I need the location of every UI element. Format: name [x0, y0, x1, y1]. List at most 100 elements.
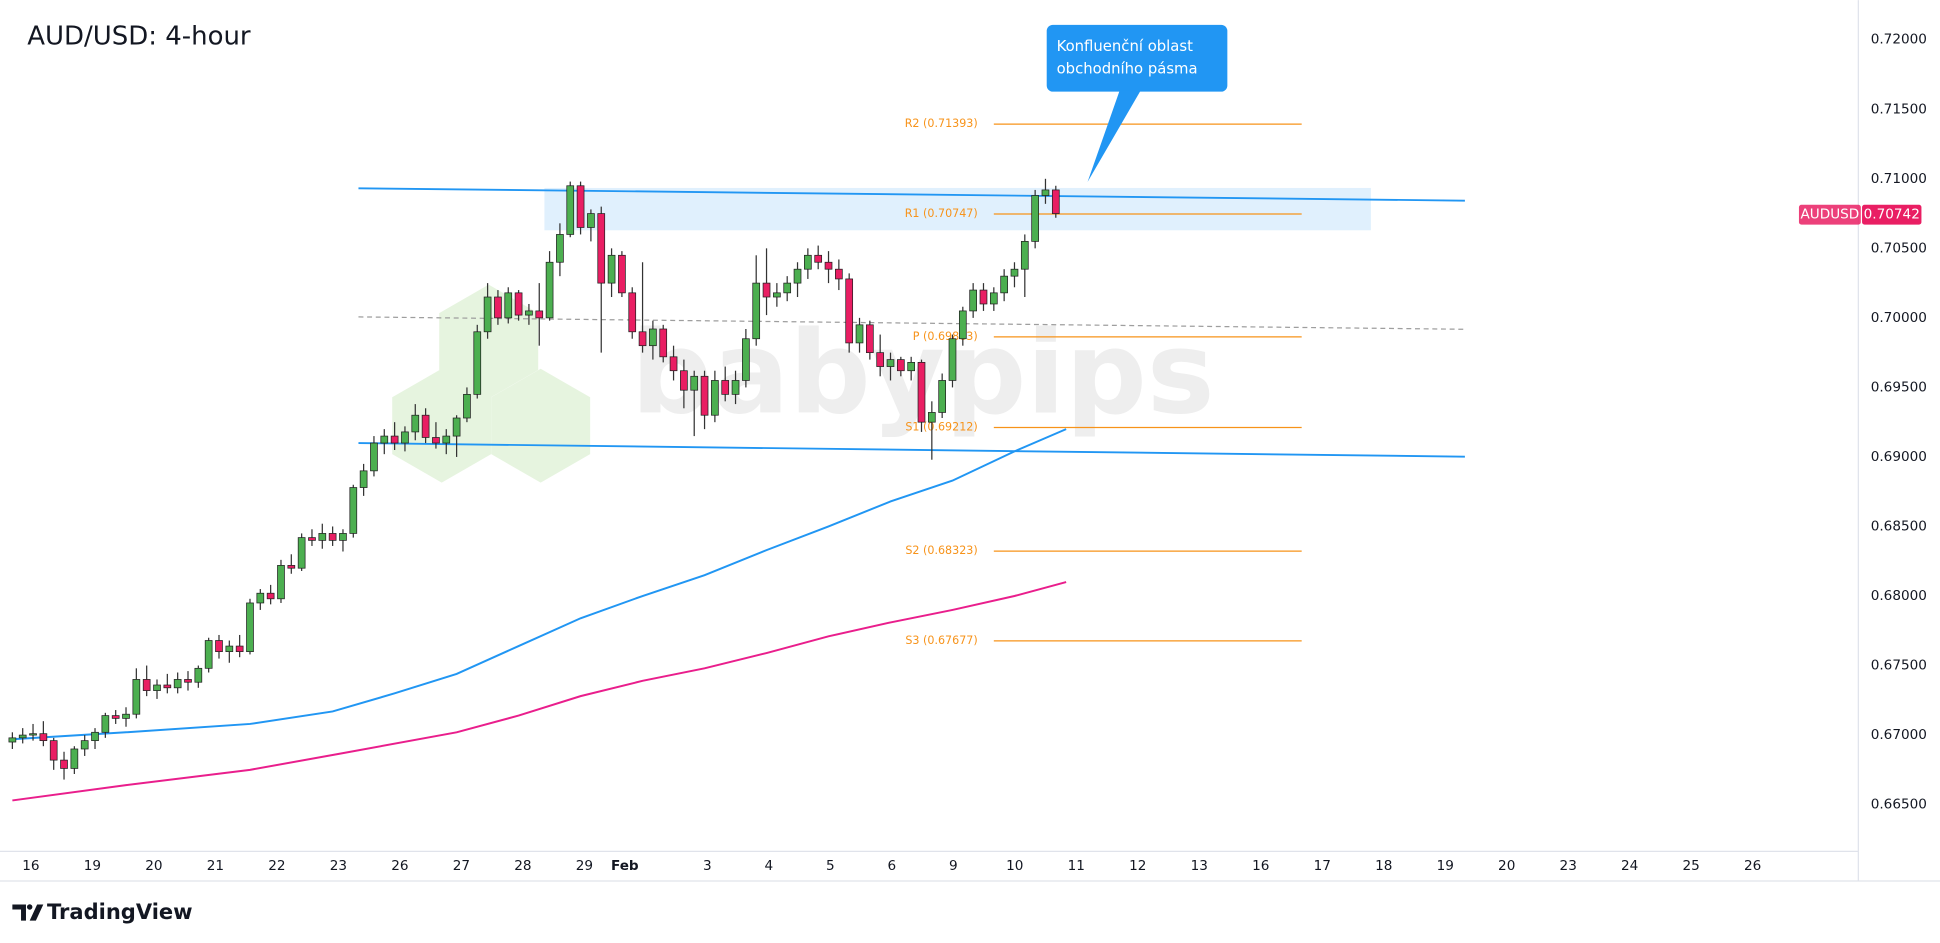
- candle-body: [649, 328, 657, 347]
- candle-body: [277, 565, 285, 600]
- candle-body: [1041, 189, 1050, 196]
- candle-body: [1031, 195, 1039, 242]
- x-tick-label: 10: [1006, 858, 1023, 874]
- candle-body: [638, 331, 647, 347]
- candle-body: [483, 296, 492, 333]
- candle-body: [907, 362, 916, 372]
- candle-body: [142, 679, 151, 691]
- candle-body: [328, 533, 337, 541]
- trendline: [358, 187, 1465, 202]
- candle-body: [752, 282, 761, 340]
- candle-body: [958, 310, 967, 340]
- candle-body: [132, 679, 141, 715]
- brand-logo: [12, 904, 44, 921]
- pivot-label: S1 (0.69212): [905, 420, 977, 433]
- candle-body: [256, 592, 265, 604]
- y-tick-label: 0.68500: [1871, 518, 1927, 534]
- candle-body: [421, 414, 430, 438]
- candle-body: [297, 537, 306, 569]
- y-tick-label: 0.67500: [1871, 658, 1927, 674]
- candle-body: [318, 533, 327, 541]
- candle-body: [494, 296, 502, 319]
- candle-body: [411, 414, 420, 433]
- candle-body: [731, 380, 740, 395]
- x-tick-label: 16: [1252, 858, 1269, 874]
- callout: Konfluenční oblast obchodního pásma: [1046, 24, 1228, 182]
- x-tick-label: 5: [826, 858, 835, 874]
- x-tick-label: 9: [949, 858, 958, 874]
- x-tick-label: 19: [1437, 858, 1454, 874]
- candle-body: [339, 533, 347, 541]
- candle-body: [804, 254, 812, 270]
- pivot-label: R2 (0.71393): [905, 117, 978, 130]
- callout-text: Konfluenční oblast: [1057, 38, 1194, 55]
- trendline: [358, 316, 1465, 330]
- candle-body: [91, 731, 99, 742]
- x-tick-label: 3: [703, 858, 712, 874]
- y-tick-label: 0.66500: [1871, 797, 1927, 813]
- x-tick-label: 23: [1560, 858, 1577, 874]
- candle-body: [948, 338, 957, 381]
- x-tick-label: 22: [268, 858, 285, 874]
- pivot-label: S3 (0.67677): [905, 634, 977, 647]
- x-tick-label: 28: [514, 858, 531, 874]
- x-tick-label: 19: [84, 858, 101, 874]
- candle-body: [514, 292, 523, 316]
- candle-body: [80, 740, 89, 750]
- x-tick-label: 24: [1621, 858, 1638, 874]
- candle-body: [876, 352, 885, 367]
- candle-body: [979, 289, 988, 305]
- x-tick-label: 11: [1068, 858, 1085, 874]
- watermark-hex: [491, 368, 591, 483]
- x-tick-label: Feb: [611, 858, 639, 874]
- candle-body: [711, 380, 719, 416]
- price-tag-value-bg: [1862, 204, 1922, 225]
- candle-body: [618, 254, 626, 294]
- y-tick-label: 0.71000: [1871, 171, 1927, 187]
- candle-body: [349, 487, 358, 534]
- candle-body: [225, 645, 234, 653]
- x-tick-label: 20: [145, 858, 162, 874]
- candle-body: [556, 234, 564, 263]
- brand-logo-dot: [26, 904, 33, 910]
- price-tag-value: 0.70742: [1864, 207, 1920, 223]
- candle-body: [70, 748, 79, 769]
- x-tick-label: 26: [1744, 858, 1761, 874]
- candle-body: [793, 268, 802, 284]
- candle-body: [287, 565, 296, 569]
- candle-body: [1010, 268, 1019, 277]
- callout-pointer: [1087, 90, 1141, 182]
- candle-body: [101, 715, 110, 733]
- y-tick-label: 0.70000: [1871, 310, 1927, 326]
- candle-body: [835, 268, 843, 280]
- candle-body: [535, 310, 544, 319]
- x-tick-label: 17: [1314, 858, 1331, 874]
- x-tick-label: 27: [453, 858, 470, 874]
- brand: TradingView: [12, 899, 193, 924]
- x-tick-label: 26: [391, 858, 408, 874]
- candle-body: [587, 213, 595, 228]
- candle-body: [194, 667, 203, 683]
- y-tick-label: 0.71500: [1871, 101, 1927, 117]
- moving-average: [12, 428, 1067, 741]
- candle-body: [215, 640, 223, 653]
- candle-body: [163, 684, 172, 689]
- plot: R2 (0.71393) R1 (0.70747) P (0.69863) S1 (0…: [8, 117, 1465, 802]
- candle-body: [927, 412, 936, 423]
- candle-body: [938, 380, 946, 413]
- candle-body: [18, 734, 27, 739]
- candle-body: [721, 380, 730, 395]
- chart-title: AUD/USD: 4-hour: [27, 22, 251, 52]
- trendline: [358, 442, 1465, 458]
- candle-body: [204, 640, 213, 669]
- candle-body: [566, 185, 575, 235]
- candle-body: [659, 328, 668, 358]
- candle-body: [504, 292, 513, 319]
- candle-body: [866, 324, 874, 354]
- candle-body: [576, 185, 585, 228]
- candle-body: [29, 733, 37, 736]
- candle-body: [628, 292, 637, 333]
- candle-body: [266, 592, 275, 600]
- x-tick-label: 20: [1498, 858, 1515, 874]
